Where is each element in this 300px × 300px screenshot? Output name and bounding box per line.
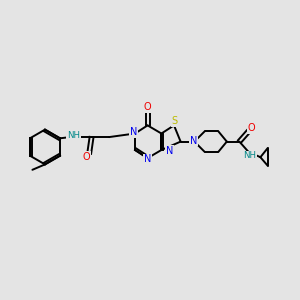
Text: N: N bbox=[190, 136, 197, 146]
Text: NH: NH bbox=[67, 131, 80, 140]
Text: N: N bbox=[166, 146, 173, 156]
Text: O: O bbox=[248, 123, 255, 134]
Text: N: N bbox=[130, 127, 137, 137]
Text: NH: NH bbox=[243, 151, 256, 160]
Text: O: O bbox=[144, 102, 152, 112]
Text: O: O bbox=[82, 152, 90, 162]
Text: S: S bbox=[172, 116, 178, 126]
Text: N: N bbox=[144, 154, 151, 164]
